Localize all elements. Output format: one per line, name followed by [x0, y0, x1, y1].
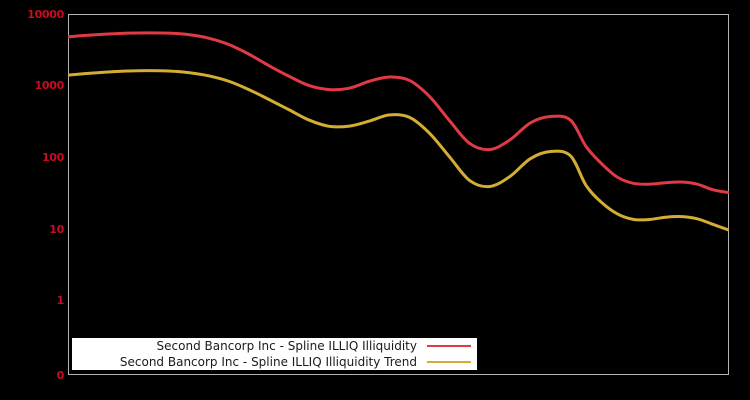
y-tick-1000: 1000 [34, 79, 65, 92]
legend-label-illiquidity: Second Bancorp Inc - Spline ILLIQ Illiqu… [156, 339, 417, 353]
series-line-illiquidity [68, 31, 729, 195]
y-axis-tick-labels: 10000 1000 100 10 1 0 [0, 0, 64, 400]
legend-swatch-illiquidity-trend-icon [427, 361, 471, 363]
legend-label-illiquidity-trend: Second Bancorp Inc - Spline ILLIQ Illiqu… [119, 355, 417, 369]
y-tick-10: 10 [49, 223, 64, 236]
legend-entry-illiquidity: Second Bancorp Inc - Spline ILLIQ Illiqu… [72, 338, 477, 354]
legend-entry-illiquidity-trend: Second Bancorp Inc - Spline ILLIQ Illiqu… [72, 354, 477, 370]
y-tick-100: 100 [41, 151, 64, 164]
y-tick-0: 0 [56, 369, 65, 382]
y-tick-1: 1 [56, 294, 65, 307]
series-line-illiquidity-trend [68, 69, 729, 232]
legend: Second Bancorp Inc - Spline ILLIQ Illiqu… [72, 338, 477, 370]
y-tick-10000: 10000 [27, 8, 64, 21]
plot-lines [68, 31, 729, 232]
plot-area-border [68, 14, 729, 375]
legend-swatch-illiquidity-icon [427, 345, 471, 347]
